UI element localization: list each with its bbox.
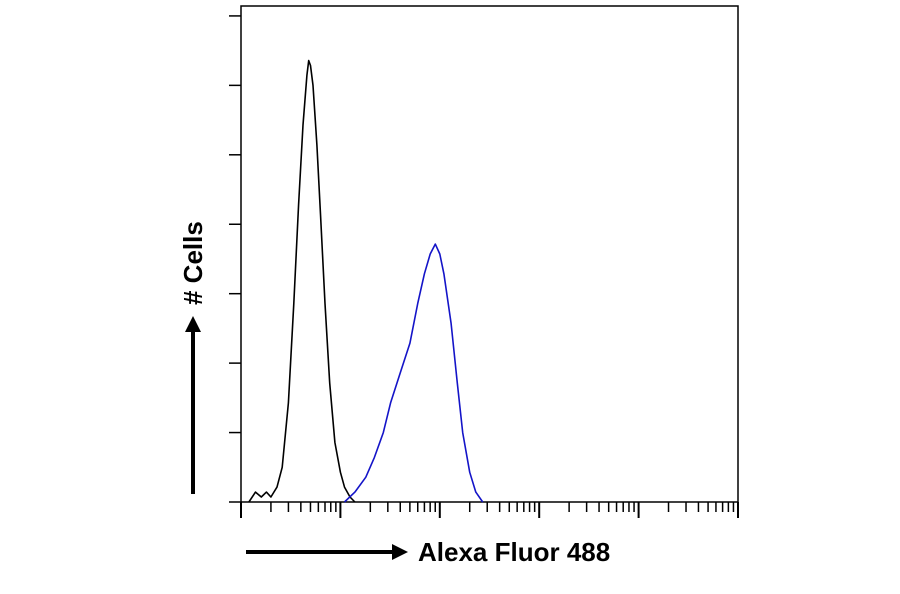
plot-frame bbox=[240, 5, 739, 503]
series-line-0 bbox=[248, 59, 356, 503]
y-axis-label: # Cells bbox=[178, 221, 208, 305]
x-axis-ticks bbox=[240, 502, 739, 518]
x-axis-label: Alexa Fluor 488 bbox=[418, 537, 610, 567]
series-layer bbox=[248, 59, 484, 503]
y-axis-ticks bbox=[229, 15, 241, 503]
series-line-1 bbox=[343, 243, 484, 503]
